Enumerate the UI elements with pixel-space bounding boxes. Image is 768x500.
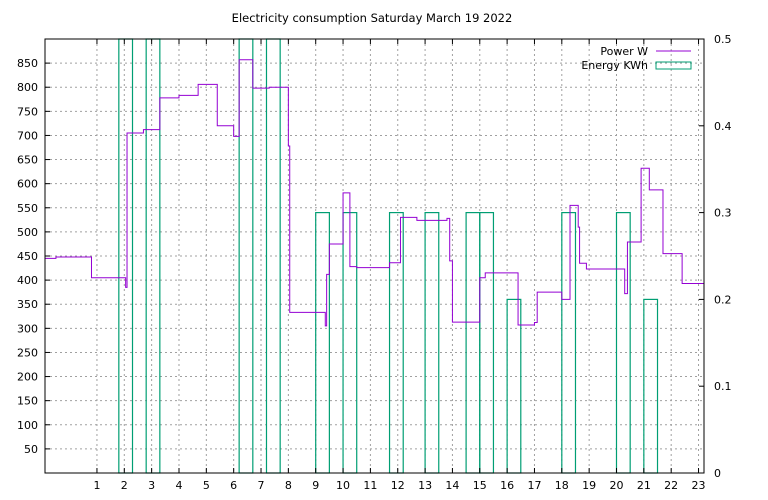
y-tick-label: 750	[17, 105, 38, 118]
y-tick-label: 200	[17, 371, 38, 384]
x-tick-label: 3	[148, 479, 155, 492]
x-tick-label: 21	[637, 479, 651, 492]
y-tick-label: 250	[17, 346, 38, 359]
y-tick-label: 50	[24, 443, 38, 456]
y-tick-label: 700	[17, 129, 38, 142]
legend-energy-label: Energy KWh	[581, 59, 648, 72]
x-tick-label: 18	[555, 479, 569, 492]
chart-title: Electricity consumption Saturday March 1…	[232, 11, 513, 25]
x-tick-label: 2	[121, 479, 128, 492]
legend-power-label: Power W	[600, 45, 648, 58]
y2-tick-label: 0	[714, 467, 721, 480]
x-tick-label: 7	[258, 479, 265, 492]
x-tick-label: 4	[175, 479, 182, 492]
x-tick-label: 9	[312, 479, 319, 492]
x-tick-label: 1	[93, 479, 100, 492]
y-tick-label: 450	[17, 250, 38, 263]
y-tick-label: 550	[17, 202, 38, 215]
y2-tick-label: 0.1	[714, 380, 732, 393]
x-tick-label: 6	[230, 479, 237, 492]
x-tick-label: 20	[609, 479, 623, 492]
x-tick-label: 14	[445, 479, 459, 492]
x-tick-label: 10	[336, 479, 350, 492]
y2-tick-label: 0.4	[714, 120, 732, 133]
y-tick-label: 850	[17, 57, 38, 70]
x-tick-label: 23	[692, 479, 706, 492]
tick-layer: 1 2 3 4 5 6 7 8 9 10 11 12 13 14 15 16 17 18 19 20 21 22 23501…	[17, 33, 732, 492]
legend-energy-swatch	[655, 61, 692, 70]
x-tick-label: 12	[391, 479, 405, 492]
y2-tick-label: 0.2	[714, 293, 732, 306]
x-tick-label: 17	[527, 479, 541, 492]
y-tick-label: 300	[17, 322, 38, 335]
y-tick-label: 150	[17, 395, 38, 408]
y-tick-label: 100	[17, 419, 38, 432]
x-tick-label: 22	[664, 479, 678, 492]
power-line	[45, 59, 704, 327]
y2-tick-label: 0.3	[714, 207, 732, 220]
x-tick-label: 11	[363, 479, 377, 492]
y2-tick-label: 0.5	[714, 33, 732, 46]
y-tick-label: 500	[17, 226, 38, 239]
x-tick-label: 15	[473, 479, 487, 492]
legend: Power W Energy KWh	[581, 45, 692, 72]
x-tick-label: 8	[285, 479, 292, 492]
power-line-layer	[45, 59, 704, 327]
x-tick-label: 5	[203, 479, 210, 492]
x-tick-label: 19	[582, 479, 596, 492]
y-tick-label: 350	[17, 298, 38, 311]
x-tick-label: 16	[500, 479, 514, 492]
y-tick-label: 400	[17, 274, 38, 287]
x-tick-label: 13	[418, 479, 432, 492]
y-tick-label: 600	[17, 178, 38, 191]
y-tick-label: 650	[17, 154, 38, 167]
y-tick-label: 800	[17, 81, 38, 94]
